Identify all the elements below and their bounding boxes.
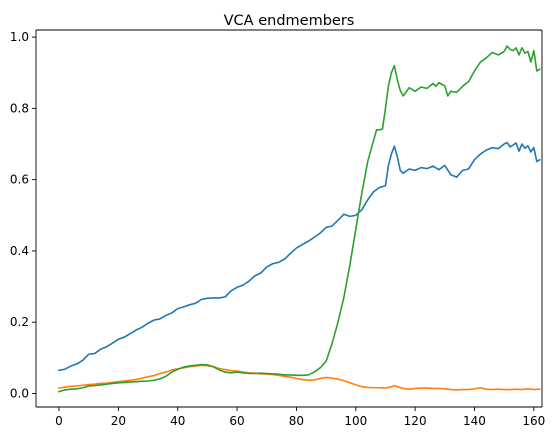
y-tick-label: 0.4 [10,244,29,258]
y-tick-label: 0.2 [10,315,29,329]
x-tick-label: 140 [463,414,486,428]
x-tick-label: 0 [55,414,63,428]
x-tick-label: 120 [404,414,427,428]
x-tick-label: 40 [170,414,185,428]
x-tick-label: 20 [111,414,126,428]
x-tick-label: 160 [522,414,545,428]
x-tick-label: 100 [344,414,367,428]
y-tick-label: 0.6 [10,173,29,187]
series-line-1 [58,141,541,372]
series-line-2 [58,364,541,391]
y-tick-label: 0.8 [10,101,29,115]
x-tick-label: 60 [229,414,244,428]
x-tick-label: 80 [289,414,304,428]
chart-title: VCA endmembers [224,13,355,29]
plot-background [36,8,542,407]
y-tick-label: 0.0 [10,386,29,400]
series-line-3 [58,45,541,393]
y-tick-label: 1.0 [10,30,29,44]
plot-area [36,8,542,407]
